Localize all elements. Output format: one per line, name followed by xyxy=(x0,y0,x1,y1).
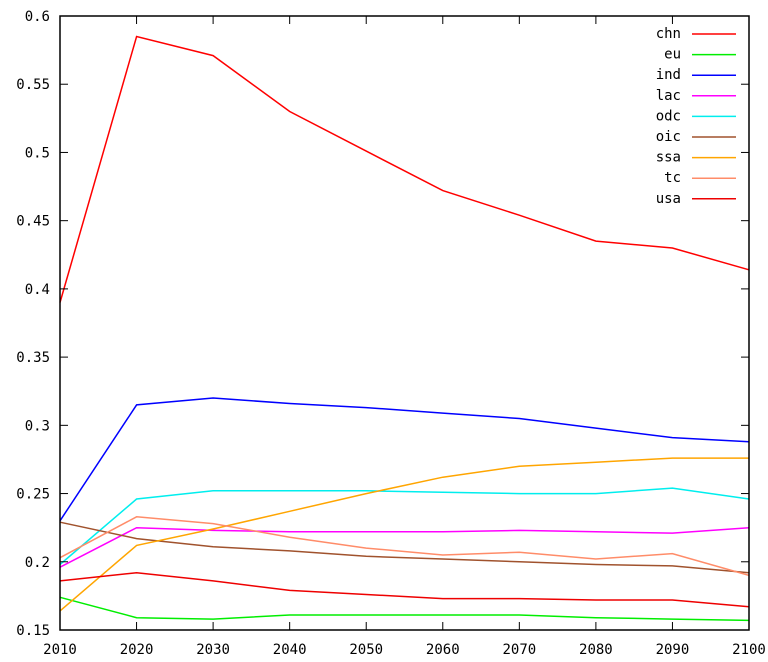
legend-label-tc: tc xyxy=(664,170,681,186)
x-tick-label: 2010 xyxy=(43,642,77,658)
legend-label-eu: eu xyxy=(664,47,681,63)
legend-label-chn: chn xyxy=(656,26,681,42)
y-tick-label: 0.6 xyxy=(25,9,50,25)
series-line-oic xyxy=(59,521,750,574)
y-tick-label: 0.15 xyxy=(16,623,50,639)
plot-frame xyxy=(59,15,750,631)
legend-label-ind: ind xyxy=(656,67,681,83)
y-tick-label: 0.5 xyxy=(25,145,50,161)
legend-label-lac: lac xyxy=(656,88,681,104)
series-line-lac xyxy=(59,526,750,568)
y-tick-label: 0.55 xyxy=(16,77,50,93)
x-tick-label: 2040 xyxy=(273,642,307,658)
legend-label-usa: usa xyxy=(656,191,681,207)
x-tick-label: 2100 xyxy=(732,642,766,658)
series-line-ind xyxy=(59,397,750,522)
series-line-odc xyxy=(59,487,750,566)
plot-series-group xyxy=(59,35,750,622)
x-tick-label: 2030 xyxy=(196,642,230,658)
x-tick-label: 2080 xyxy=(579,642,613,658)
x-tick-label: 2050 xyxy=(349,642,383,658)
y-tick-label: 0.35 xyxy=(16,350,50,366)
legend-label-ssa: ssa xyxy=(656,150,681,166)
y-tick-label: 0.25 xyxy=(16,487,50,503)
y-tick-label: 0.3 xyxy=(25,418,50,434)
series-line-usa xyxy=(59,571,750,608)
series-line-chn xyxy=(59,35,750,303)
legend-label-odc: odc xyxy=(656,108,681,124)
y-tick-label: 0.2 xyxy=(25,555,50,571)
legend-label-oic: oic xyxy=(656,129,681,145)
x-tick-label: 2060 xyxy=(426,642,460,658)
y-tick-label: 0.45 xyxy=(16,214,50,230)
x-tick-label: 2070 xyxy=(502,642,536,658)
x-tick-label: 2020 xyxy=(120,642,154,658)
x-tick-label: 2090 xyxy=(656,642,690,658)
y-tick-label: 0.4 xyxy=(25,282,50,298)
axis-ticks-group: 2010 2020 2030 2040 2050 2060 2070 2080 2090 2100… xyxy=(16,9,766,658)
legend: chn eu ind lac odc oic ssa tc usa xyxy=(656,26,736,207)
series-line-tc xyxy=(59,516,750,577)
series-line-ssa xyxy=(59,457,749,612)
series-line-eu xyxy=(59,596,750,622)
